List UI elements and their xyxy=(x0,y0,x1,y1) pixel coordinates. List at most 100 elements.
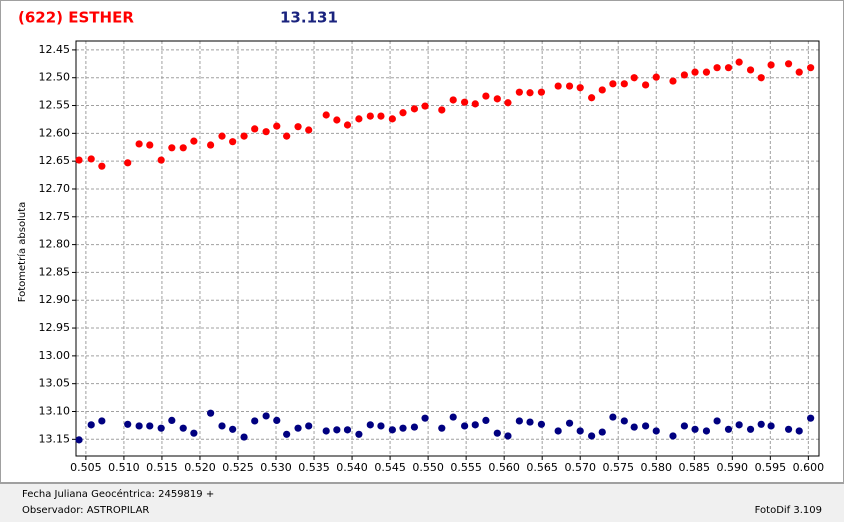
data-point xyxy=(305,422,313,430)
data-point xyxy=(504,99,512,107)
data-point xyxy=(795,68,803,76)
data-point xyxy=(576,427,584,435)
data-point xyxy=(135,140,143,148)
data-point xyxy=(609,80,617,88)
data-point xyxy=(322,427,330,435)
x-tick-label: 0.520 xyxy=(184,461,216,474)
data-point xyxy=(98,417,106,425)
data-point xyxy=(366,112,374,120)
data-point xyxy=(343,121,352,129)
data-point xyxy=(493,95,501,103)
data-point xyxy=(691,425,699,433)
data-point xyxy=(784,60,793,68)
y-tick-label: 12.50 xyxy=(39,71,71,84)
data-point xyxy=(388,115,396,123)
data-point xyxy=(565,82,574,90)
observer: Observador: ASTROPILAR xyxy=(22,505,149,516)
data-point xyxy=(482,416,490,424)
data-point xyxy=(680,71,688,79)
data-point xyxy=(526,418,534,426)
chart-subtitle: 13.131 xyxy=(280,9,338,27)
data-point xyxy=(449,413,457,421)
data-point xyxy=(691,68,699,76)
x-tick-label: 0.595 xyxy=(755,461,787,474)
data-point xyxy=(554,427,562,435)
data-point xyxy=(157,156,165,164)
data-point xyxy=(75,156,83,164)
data-point xyxy=(179,144,187,152)
x-tick-label: 0.600 xyxy=(793,461,825,474)
x-tick-label: 0.590 xyxy=(717,461,749,474)
data-point xyxy=(515,88,523,96)
data-point xyxy=(273,416,281,424)
data-point xyxy=(669,432,677,440)
data-point xyxy=(735,421,743,429)
x-tick-label: 0.585 xyxy=(679,461,711,474)
x-tick-label: 0.580 xyxy=(641,461,673,474)
data-point xyxy=(449,96,457,104)
data-point xyxy=(168,144,176,152)
y-tick-label: 12.55 xyxy=(39,99,71,112)
x-tick-label: 0.525 xyxy=(222,461,254,474)
data-point xyxy=(724,64,733,72)
data-point xyxy=(652,427,660,435)
data-point xyxy=(471,421,479,429)
y-tick-label: 13.10 xyxy=(39,404,71,417)
x-tick-label: 0.505 xyxy=(70,461,102,474)
data-point xyxy=(784,425,793,433)
x-tick-label: 0.535 xyxy=(298,461,330,474)
plot-frame xyxy=(75,40,820,457)
data-point xyxy=(598,428,606,436)
y-tick-label: 13.15 xyxy=(39,432,71,445)
data-point xyxy=(669,77,677,85)
data-point xyxy=(229,138,237,146)
data-point xyxy=(229,425,237,433)
chart-title: (622) ESTHER xyxy=(18,9,134,27)
data-point xyxy=(652,73,660,81)
data-point xyxy=(333,426,341,434)
chart-background xyxy=(0,0,844,483)
data-point xyxy=(702,427,711,435)
data-point xyxy=(471,100,479,108)
y-tick-label: 12.90 xyxy=(39,293,71,306)
data-point xyxy=(124,159,132,167)
data-point xyxy=(207,409,215,417)
data-point xyxy=(399,109,407,117)
data-point xyxy=(218,422,226,430)
x-tick-label: 0.510 xyxy=(108,461,140,474)
data-point xyxy=(461,98,469,106)
data-point xyxy=(482,92,490,100)
data-point xyxy=(377,422,385,430)
y-tick-label: 12.60 xyxy=(39,126,71,139)
data-point xyxy=(388,426,396,434)
data-point xyxy=(262,128,270,136)
y-tick-label: 12.95 xyxy=(39,321,71,334)
data-point xyxy=(767,61,775,69)
data-point xyxy=(124,420,132,428)
data-point xyxy=(190,429,198,437)
data-point xyxy=(588,432,596,440)
data-point xyxy=(537,420,546,428)
data-point xyxy=(262,412,270,420)
x-tick-label: 0.555 xyxy=(450,461,482,474)
data-point xyxy=(240,433,248,441)
data-point xyxy=(75,436,83,444)
data-point xyxy=(537,88,546,96)
data-point xyxy=(294,123,302,131)
data-point xyxy=(168,416,176,424)
data-point xyxy=(767,422,775,430)
data-point xyxy=(461,422,469,430)
y-axis-label: Fotometría absoluta xyxy=(16,202,28,303)
data-point xyxy=(807,64,815,72)
data-point xyxy=(377,112,385,120)
y-tick-label: 13.00 xyxy=(39,349,71,362)
data-point xyxy=(680,422,688,430)
data-point xyxy=(713,417,721,425)
y-tick-label: 12.45 xyxy=(39,43,71,56)
data-point xyxy=(757,420,765,428)
data-point xyxy=(343,426,352,434)
data-point xyxy=(757,74,765,82)
data-point xyxy=(724,425,733,433)
data-point xyxy=(355,115,363,123)
